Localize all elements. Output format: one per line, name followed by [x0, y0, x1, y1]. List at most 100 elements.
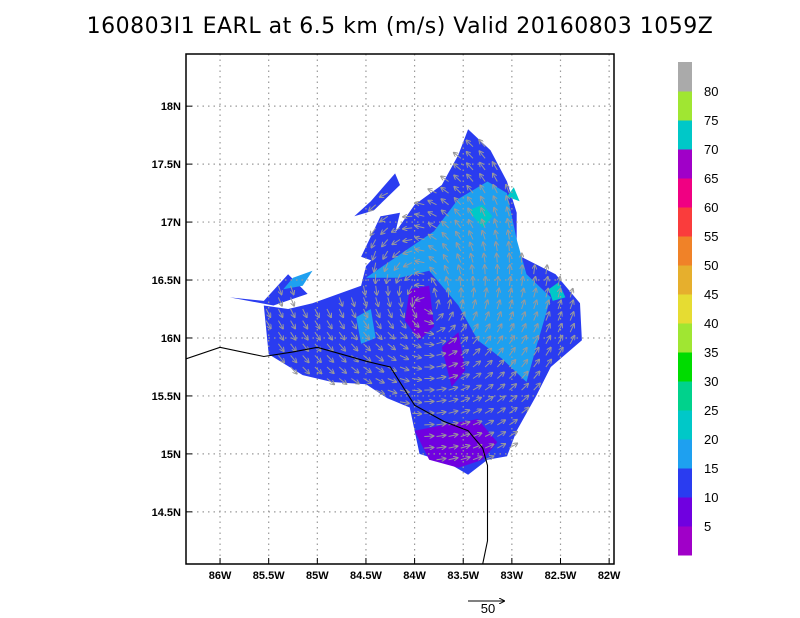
- wind-vector: [484, 324, 490, 333]
- wind-vector: [521, 408, 529, 414]
- wind-vector: [383, 250, 389, 259]
- wind-vector: [412, 355, 421, 357]
- wind-vector: [437, 300, 439, 310]
- x-tick-label: 84W: [403, 570, 426, 582]
- wind-vector: [429, 212, 437, 217]
- wind-vector: [314, 355, 321, 362]
- wind-vector: [372, 239, 377, 248]
- wind-vector: [397, 274, 401, 282]
- wind-vector: [533, 372, 540, 379]
- wind-vector: [399, 390, 409, 392]
- wind-vector: [443, 244, 449, 252]
- wind-vector: [472, 398, 481, 403]
- colorbar-label: 75: [704, 113, 718, 128]
- wind-vector: [496, 312, 500, 321]
- wind-vector: [546, 277, 548, 286]
- wind-vector: [436, 459, 446, 460]
- wind-vector: [546, 301, 549, 310]
- wind-vector: [469, 231, 474, 240]
- wind-vector: [302, 366, 309, 373]
- wind-vector: [460, 362, 469, 368]
- wind-vector: [557, 324, 562, 333]
- y-tick-label: 16.5N: [152, 275, 181, 287]
- wind-vector: [448, 326, 455, 333]
- wind-vector: [521, 360, 528, 368]
- wind-vector: [449, 300, 451, 310]
- wind-vector: [496, 242, 498, 252]
- wind-vector: [497, 300, 500, 310]
- wind-vector: [395, 262, 401, 270]
- wind-vector: [399, 379, 409, 382]
- wind-vector: [338, 320, 344, 329]
- wind-vector: [387, 378, 396, 383]
- wind-vector: [509, 265, 510, 275]
- wind-vector: [338, 366, 346, 373]
- wind-vector: [432, 278, 437, 287]
- wind-vector: [382, 239, 389, 247]
- wind-vector: [424, 344, 433, 345]
- wind-vector: [381, 227, 389, 234]
- wind-vector: [404, 262, 413, 267]
- wind-region-15-20-5: [283, 270, 313, 290]
- wind-vector: [485, 289, 487, 298]
- wind-vector: [508, 324, 513, 333]
- wind-vector: [399, 308, 404, 317]
- wind-vector: [522, 277, 523, 286]
- wind-vector: [416, 226, 425, 228]
- wind-vector: [411, 320, 418, 327]
- wind-vector: [507, 208, 510, 217]
- wind-vector: [481, 208, 486, 217]
- wind-vector: [509, 396, 516, 403]
- wind-vector: [569, 336, 574, 345]
- colorbar-label: 65: [704, 171, 718, 186]
- axis-ticks: 86W 85.5W 85W 84.5W 84W 83.5W 83W 82.5W 82W 14.5N…: [152, 101, 621, 582]
- wind-vector: [381, 215, 389, 221]
- wind-vector: [494, 196, 498, 205]
- wind-vector: [429, 235, 437, 240]
- wind-vector: [509, 242, 510, 252]
- wind-vector: [509, 408, 516, 414]
- wind-vector: [448, 288, 449, 298]
- colorbar-segment: [678, 236, 692, 266]
- wind-vector: [403, 240, 413, 242]
- wind-vector: [457, 243, 462, 252]
- wind-vector: [545, 324, 550, 333]
- wind-vector: [326, 308, 331, 317]
- wind-vector: [472, 325, 478, 333]
- wind-vector: [460, 386, 469, 391]
- wind-vector: [429, 246, 437, 252]
- colorbar-label: 10: [704, 490, 718, 505]
- wind-vector: [277, 331, 283, 340]
- wind-vector: [277, 320, 283, 329]
- wind-vector: [494, 208, 497, 217]
- wind-vector: [351, 366, 358, 373]
- y-tick-label: 18N: [161, 101, 181, 113]
- colorbar-segment: [678, 439, 692, 469]
- wind-vector: [416, 214, 425, 216]
- wind-vector: [363, 343, 370, 350]
- wind-vector: [493, 185, 498, 194]
- wind-vector: [448, 387, 458, 390]
- wind-vector: [387, 331, 394, 338]
- colorbar-label: 5: [704, 519, 711, 534]
- wind-vector: [416, 249, 425, 251]
- wind-vector: [448, 446, 458, 448]
- wind-vector: [302, 331, 308, 339]
- wind-vector: [375, 308, 380, 317]
- wind-vector: [290, 308, 295, 317]
- wind-vector: [484, 421, 493, 426]
- wind-vector: [436, 328, 445, 333]
- x-tick-label: 85W: [306, 570, 329, 582]
- wind-vector: [363, 378, 372, 384]
- colorbar-segment: [678, 178, 692, 208]
- wind-vector: [399, 354, 408, 359]
- wind-vector: [428, 201, 437, 206]
- wind-vector: [495, 231, 497, 240]
- colorbar-segment: [678, 207, 692, 237]
- wind-vector: [496, 324, 501, 333]
- wind-vector: [521, 384, 528, 391]
- wind-vector: [481, 197, 486, 205]
- colorbar-segment: [678, 526, 692, 556]
- y-tick-label: 15.5N: [152, 391, 181, 403]
- wind-vector: [521, 348, 527, 356]
